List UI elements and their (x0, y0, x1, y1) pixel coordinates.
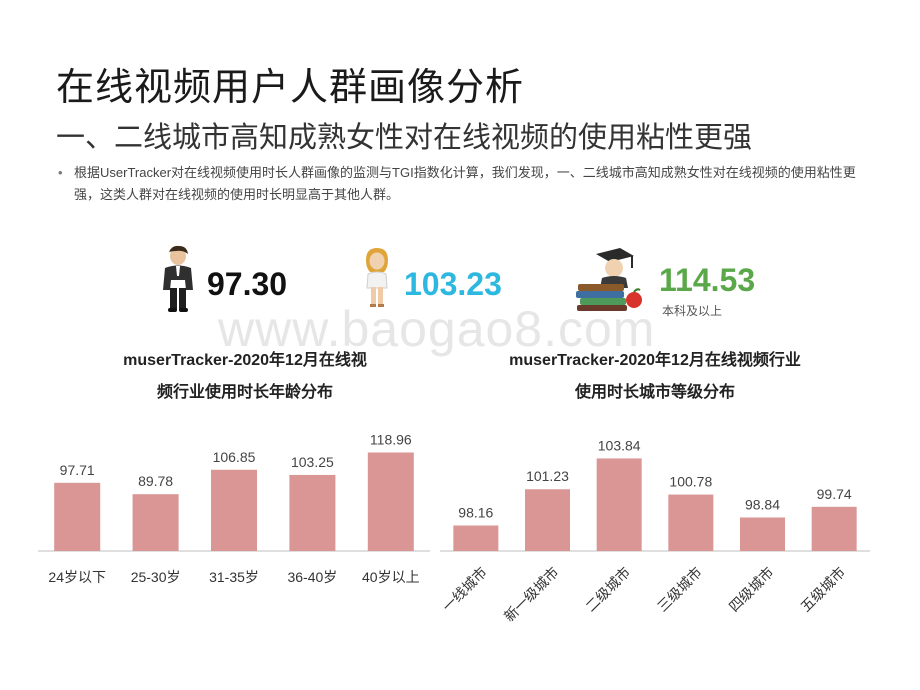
female-figure-icon (366, 248, 388, 307)
page-subtitle: 一、二线城市高知成熟女性对在线视频的使用粘性更强 (56, 122, 753, 154)
graduate-books-icon (576, 248, 642, 311)
city-bar-3 (668, 494, 714, 551)
city-data-label-1: 101.23 (526, 468, 569, 484)
city-chart-title-line-2: 使用时长城市等级分布 (574, 384, 735, 401)
bullet-dot-icon: • (58, 165, 63, 180)
age-tick-label-4: 40岁以上 (362, 569, 420, 585)
city-bar-0 (453, 525, 499, 551)
city-chart-title: muserTracker-2020年12月在线视频行业 使用时长城市等级分布 (470, 345, 840, 409)
summary-text: 根据UserTracker对在线视频使用时长人群画像的监测与TGI指数化计算，我… (74, 165, 856, 202)
city-tick-label-1: 新一级城市 (501, 564, 562, 625)
education-stat-value: 114.53 (659, 262, 756, 298)
age-data-label-2: 106.85 (213, 449, 256, 465)
education-stat-label: 本科及以上 (662, 304, 723, 318)
age-bar-3 (289, 474, 336, 551)
city-data-label-3: 100.78 (669, 474, 712, 490)
city-tick-label-4: 四级城市 (726, 564, 777, 615)
page-title: 在线视频用户人群画像分析 (56, 67, 525, 109)
male-stat-value: 97.30 (207, 266, 288, 302)
age-tick-label-1: 25-30岁 (131, 569, 181, 585)
city-chart-title-line-1: muserTracker-2020年12月在线视频行业 (509, 352, 801, 369)
age-chart-title-line-1: muserTracker-2020年12月在线视 (123, 352, 367, 369)
female-stat-value: 103.23 (404, 266, 502, 302)
city-bar-4 (740, 517, 785, 551)
male-figure-icon (163, 245, 193, 312)
age-data-label-1: 89.78 (138, 473, 173, 489)
city-data-label-2: 103.84 (598, 437, 641, 453)
age-data-label-0: 97.71 (60, 462, 95, 478)
city-tick-label-3: 三级城市 (654, 564, 705, 615)
age-data-label-3: 103.25 (291, 454, 334, 470)
age-tick-label-3: 36-40岁 (287, 569, 337, 585)
age-tick-label-2: 31-35岁 (209, 569, 259, 585)
age-data-label-4: 118.96 (370, 431, 412, 447)
city-bar-2 (596, 458, 642, 551)
age-bar-0 (54, 482, 101, 551)
age-bar-1 (132, 494, 179, 551)
age-tick-label-0: 24岁以下 (48, 569, 106, 585)
age-chart-title: muserTracker-2020年12月在线视 频行业使用时长年龄分布 (90, 345, 400, 409)
city-data-label-5: 99.74 (817, 486, 852, 502)
city-tick-label-2: 二级城市 (582, 564, 633, 615)
city-tick-label-5: 五级城市 (797, 564, 848, 615)
age-bar-2 (211, 469, 257, 551)
summary-bullet: • 根据UserTracker对在线视频使用时长人群画像的监测与TGI指数化计算… (58, 162, 858, 206)
age-chart-title-line-2: 频行业使用时长年龄分布 (156, 384, 333, 401)
city-bar-1 (525, 489, 570, 551)
watermark: www.baogao8.com (218, 301, 656, 357)
city-data-label-0: 98.16 (458, 504, 493, 520)
city-bar-5 (811, 506, 857, 551)
city-tick-label-0: 一线城市 (439, 564, 490, 615)
city-data-label-4: 98.84 (745, 496, 780, 512)
age-bar-4 (367, 452, 414, 551)
